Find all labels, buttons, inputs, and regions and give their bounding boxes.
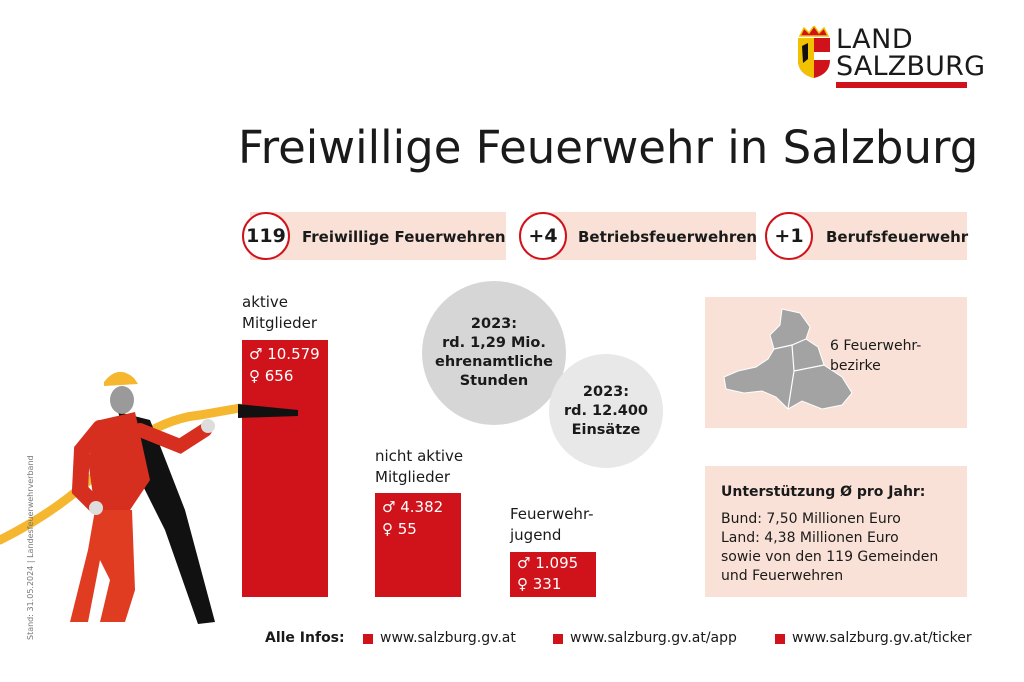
female-count: ♀ 331 <box>517 575 562 593</box>
footer-link[interactable]: www.salzburg.gv.at <box>380 630 516 646</box>
support-lines: Bund: 7,50 Millionen Euro Land: 4,38 Mil… <box>721 510 938 586</box>
group-label: Feuerwehr- jugend <box>510 505 594 544</box>
badge-number: +1 <box>765 212 813 260</box>
link-bullet <box>775 634 785 644</box>
male-count: ♂ 10.579 <box>249 345 320 363</box>
link-bullet <box>363 634 373 644</box>
female-count: ♀ 55 <box>382 520 417 538</box>
districts-label: 6 Feuerwehr- bezirke <box>830 338 922 374</box>
support-box <box>705 466 967 597</box>
member-bar <box>510 552 596 597</box>
badge-label: Betriebsfeuerwehren <box>578 228 758 246</box>
support-heading: Unterstützung Ø pro Jahr: <box>721 484 926 500</box>
badge-number: +4 <box>519 212 567 260</box>
map <box>723 308 853 410</box>
male-count: ♂ 4.382 <box>382 498 444 516</box>
support-line: Bund: 7,50 Millionen Euro <box>721 511 901 527</box>
hours-circle: 2023: rd. 1,29 Mio. ehrenamtliche Stunde… <box>422 281 566 425</box>
title: Freiwillige Feuerwehr in Salzburg <box>238 121 979 174</box>
badge-number: 119 <box>242 212 290 260</box>
firefighter-illustration <box>0 371 298 624</box>
member-bar <box>242 340 328 597</box>
female-count: ♀ 656 <box>249 367 294 385</box>
footer-link[interactable]: www.salzburg.gv.at/app <box>570 630 737 646</box>
support-line: sowie von den 119 Gemeinden <box>721 549 939 565</box>
logo-crest <box>798 26 830 78</box>
missions-circle: 2023: rd. 12.400 Einsätze <box>549 354 663 468</box>
source: Stand: 31.05.2024 | Landesfeuerwehrverba… <box>26 455 35 640</box>
footer-label: Alle Infos: <box>265 630 345 646</box>
male-count: ♂ 1.095 <box>517 554 579 572</box>
badge-box <box>530 212 756 260</box>
badge-box <box>250 212 506 260</box>
member-bar <box>375 493 461 597</box>
group-label: aktive Mitglieder <box>242 293 317 332</box>
footer-link[interactable]: www.salzburg.gv.at/ticker <box>792 630 972 646</box>
badge-label: Freiwillige Feuerwehren <box>302 228 506 246</box>
logo-text: SALZBURG <box>836 51 986 82</box>
link-bullet <box>553 634 563 644</box>
support-line: Land: 4,38 Millionen Euro <box>721 530 899 546</box>
group-label: nicht aktive Mitglieder <box>375 447 464 486</box>
badge-label: Berufsfeuerwehr <box>826 228 969 246</box>
logo-text: LAND <box>836 24 914 55</box>
logo-bar <box>836 82 967 88</box>
support-line: und Feuerwehren <box>721 568 844 584</box>
